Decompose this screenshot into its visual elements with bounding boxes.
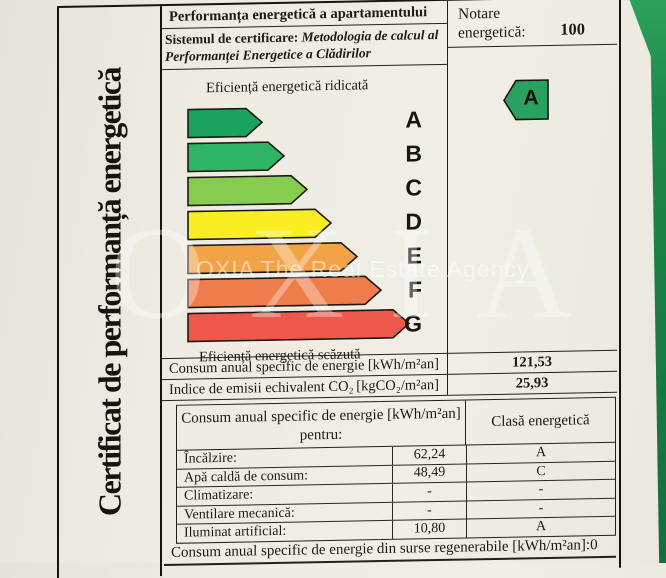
certificate-title: Certificat de performanță energetică [91, 67, 127, 517]
summary-rows: Consum anual specific de energie [kWh/m²… [162, 349, 617, 402]
summary-value: 121,53 [512, 353, 552, 371]
header-left: Performanța energetică a apartamentului … [162, 0, 447, 71]
energy-class-letter: A [405, 106, 422, 133]
energy-class-arrow-e: E [187, 240, 447, 275]
summary-unit: [kgCO₂/m²an] [356, 376, 439, 395]
badge-shape-icon [503, 79, 549, 121]
arrow-shape-icon [187, 141, 286, 173]
row-value: 48,49 [392, 464, 467, 484]
row-class: A [535, 445, 547, 461]
row-value: 62,24 [392, 445, 467, 465]
high-efficiency-label: Eficiență energetică ridicată [206, 77, 369, 97]
current-class-letter: A [523, 86, 539, 110]
table-rows: Încălzire: 62,24 A Apă caldă de consum: … [177, 443, 615, 543]
certification-system: Sistemul de certificare: Metodologia de … [162, 23, 447, 71]
row-label: Iluminat artificial: [184, 524, 287, 542]
row-class: A [535, 519, 547, 535]
arrow-shape-icon [187, 275, 383, 309]
energy-class-letter: E [406, 242, 422, 269]
energy-rating-cell: Notare energetică: 100 [447, 0, 617, 48]
energy-class-arrow-g: G [187, 308, 447, 343]
row-class: - [538, 482, 544, 498]
row-class: - [538, 500, 544, 516]
row-value: - [392, 501, 467, 521]
summary-row-label-cell: Indice de emisii echivalent CO₂ [kgCO₂/m… [162, 376, 447, 398]
energy-class-letter: B [405, 140, 422, 167]
rating-value: 100 [560, 19, 585, 39]
energy-class-letter: D [405, 208, 422, 235]
summary-value: 25,93 [515, 374, 549, 392]
arrow-shape-icon [187, 107, 264, 139]
table-header: Consum anual specific de energie [kWh/m²… [177, 397, 615, 451]
row-class: C [536, 463, 546, 479]
energy-class-arrow-d: D [187, 206, 447, 241]
table-header-class: Clasă energetică [465, 397, 615, 445]
summary-label: Indice de emisii echivalent CO₂ [169, 378, 354, 398]
badge-polygon [503, 79, 549, 121]
vertical-title-column: Certificat de performanță energetică [59, 6, 162, 578]
row-value: 10,80 [392, 519, 467, 539]
arrow-shape-icon [187, 174, 309, 207]
energy-class-letter: C [405, 174, 422, 201]
current-class-badge: A [502, 79, 550, 122]
column-divider [447, 0, 448, 395]
certificate-body: Performanța energetică a apartamentului … [162, 0, 617, 576]
energy-class-arrow-b: B [187, 138, 447, 173]
row-value: - [392, 482, 467, 502]
rating-label: Notare energetică: [458, 4, 526, 42]
breakdown-table: Consum anual specific de energie [kWh/m²… [176, 396, 616, 544]
summary-label: Consum anual specific de energie [169, 356, 365, 377]
certification-system-label: Sistemul de certificare: [165, 29, 299, 48]
certificate-page: Certificat de performanță energetică Per… [57, 0, 621, 578]
arrow-shape-icon [187, 208, 333, 241]
energy-class-arrow-f: F [187, 274, 447, 309]
table-header-consumption: Consum anual specific de energie [kWh/m²… [181, 405, 461, 444]
desk-surface-edge [629, 0, 666, 563]
arrow-shape-icon [187, 241, 359, 275]
energy-class-arrow-a: A [187, 104, 447, 139]
summary-unit: [kWh/m²an] [367, 355, 439, 373]
energy-class-letter: F [407, 276, 422, 303]
energy-class-letter: G [404, 310, 422, 337]
energy-class-arrow-c: C [187, 172, 447, 207]
arrow-shape-icon [187, 309, 411, 343]
